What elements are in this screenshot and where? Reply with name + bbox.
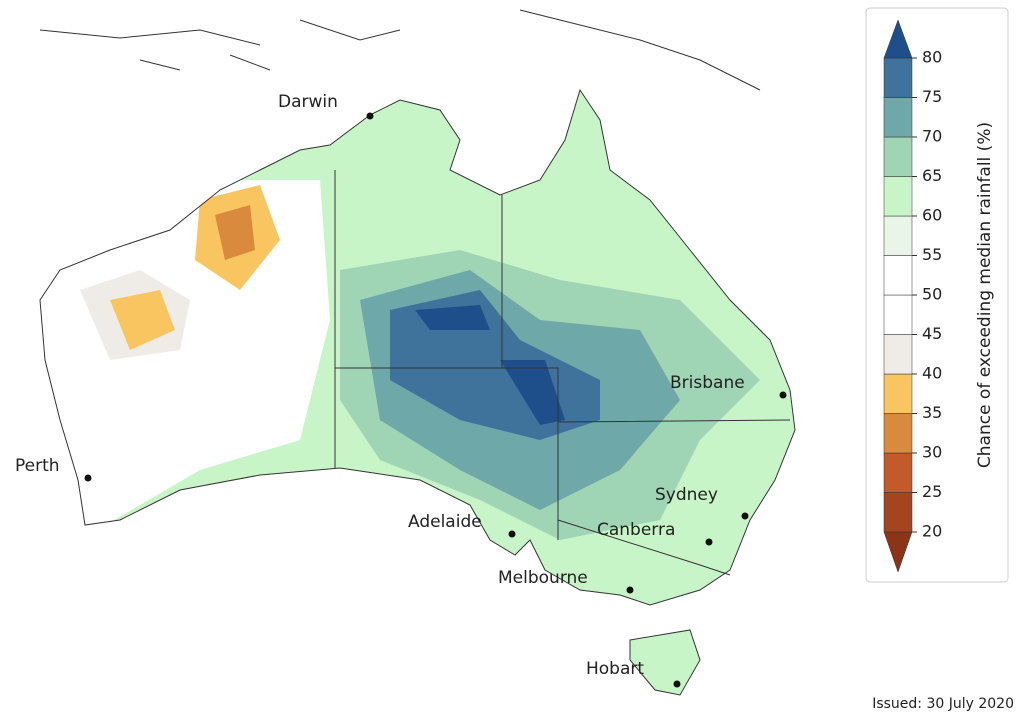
tick-label: 80 [922, 48, 942, 67]
color-swatch [883, 452, 913, 493]
city-marker [741, 512, 749, 520]
tick-label: 35 [922, 403, 942, 422]
color-swatch [883, 215, 913, 256]
tick-label: 60 [922, 206, 942, 225]
tick-label: 50 [922, 285, 942, 304]
city-label: Perth [15, 456, 60, 476]
city-marker [705, 538, 713, 546]
city-marker [673, 680, 681, 688]
city-label: Adelaide [408, 512, 482, 532]
color-swatch [883, 334, 913, 375]
color-swatch [883, 255, 913, 296]
under-arrow [883, 531, 913, 573]
color-swatch [883, 413, 913, 454]
color-swatch [883, 373, 913, 414]
city-label: Canberra [597, 520, 675, 540]
tick-label: 40 [922, 364, 942, 383]
tick-label: 25 [922, 482, 942, 501]
tick-label: 65 [922, 166, 942, 185]
city-label: Sydney [655, 485, 718, 505]
city-marker [779, 391, 787, 399]
issued-date: Issued: 30 July 2020 [872, 696, 1014, 712]
color-swatch [883, 57, 913, 98]
colorbar: 20 25 30 35 40 45 50 55 60 65 70 75 80 [883, 19, 942, 573]
city-label: Brisbane [670, 373, 745, 393]
color-swatch [883, 176, 913, 217]
city-marker [508, 530, 516, 538]
city-marker [626, 586, 634, 594]
islands [39, 9, 761, 91]
tick-label: 20 [922, 522, 942, 541]
tick-label: 45 [922, 324, 942, 343]
color-swatch [883, 492, 913, 533]
city-marker [366, 112, 374, 120]
cities: Darwin Perth Adelaide Melbourne Canberra Sydn… [15, 92, 787, 688]
tick-label: 75 [922, 87, 942, 106]
colorbar-label: Chance of exceeding median rainfall (%) [975, 122, 995, 468]
city-label: Darwin [278, 92, 338, 112]
city-marker [84, 474, 92, 482]
city-label: Hobart [586, 659, 644, 679]
city-label: Melbourne [498, 568, 588, 588]
tick-label: 30 [922, 443, 942, 462]
color-swatch [883, 136, 913, 177]
color-swatch [883, 294, 913, 335]
rainfall-field [40, 90, 795, 695]
over-arrow [883, 19, 913, 59]
tick-label: 55 [922, 245, 942, 264]
borders [39, 88, 796, 696]
tick-label: 70 [922, 127, 942, 146]
color-swatch [883, 97, 913, 138]
